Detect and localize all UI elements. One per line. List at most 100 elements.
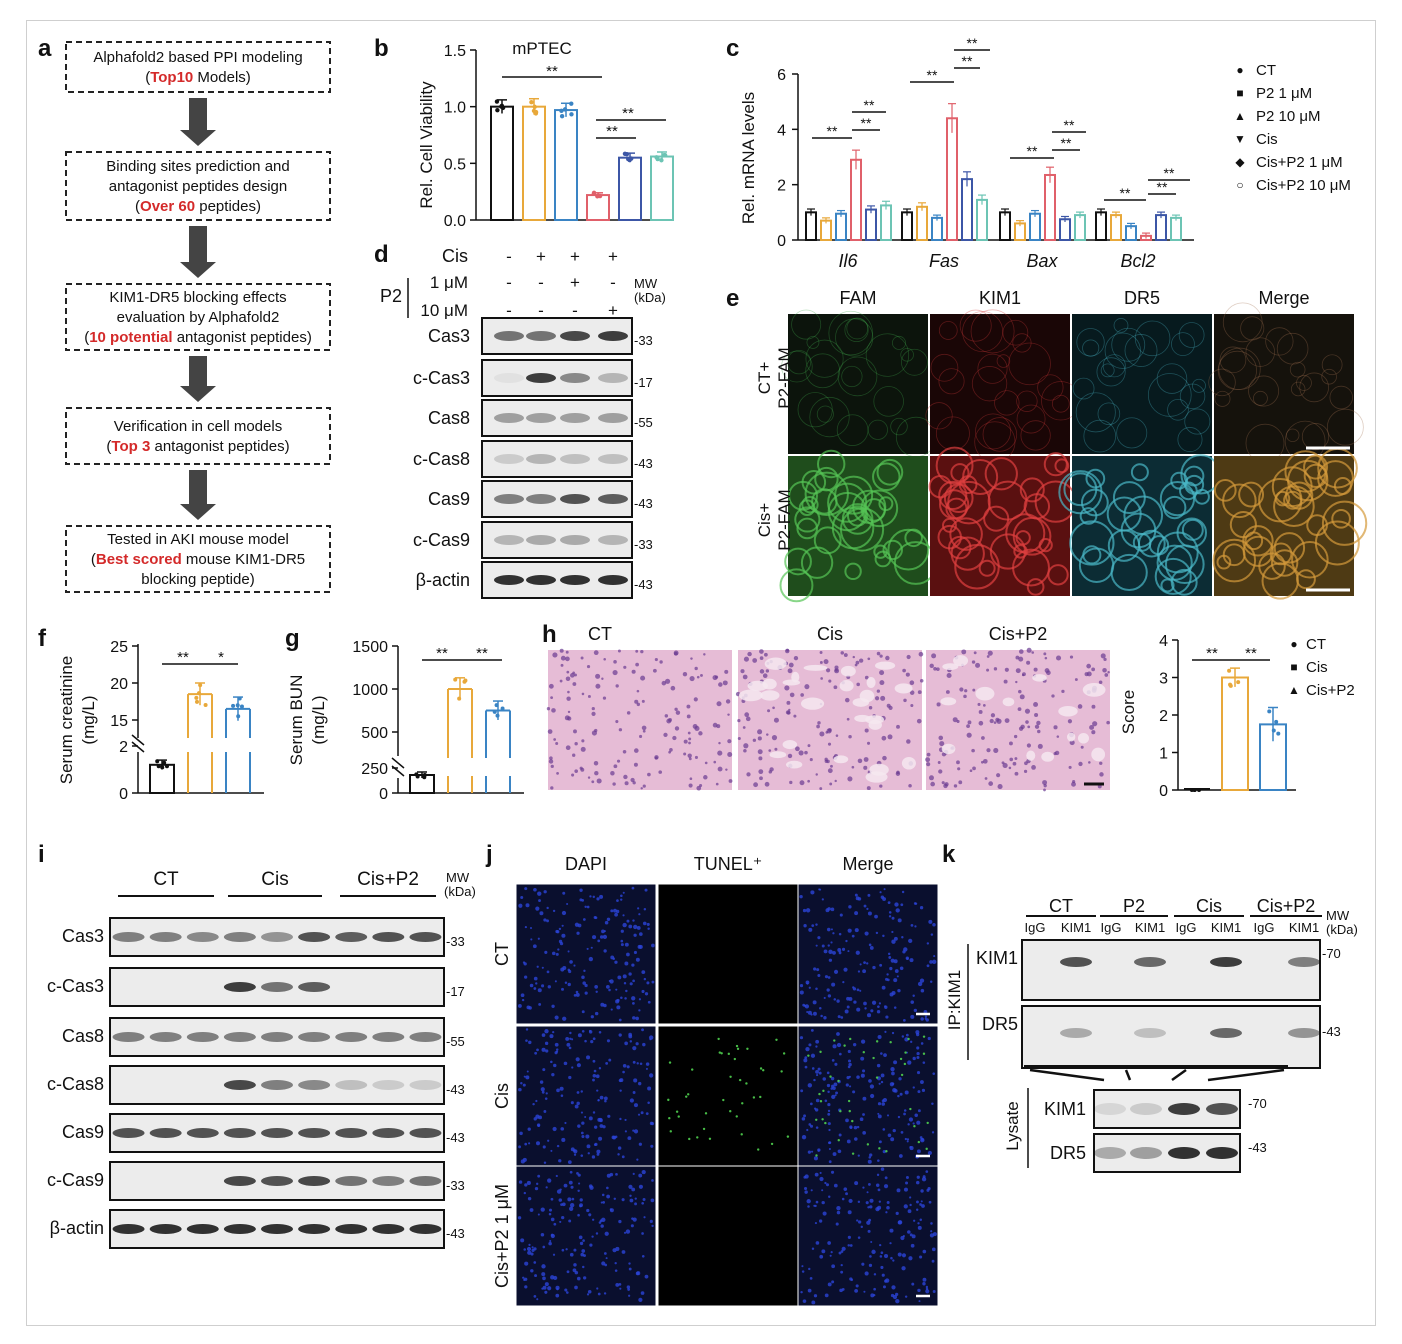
- cell-outline: [1176, 517, 1208, 548]
- nucleus: [612, 957, 616, 960]
- tubule-lumen: [1002, 697, 1015, 707]
- nucleus: [566, 1270, 570, 1274]
- nucleus: [930, 933, 934, 936]
- data-point: [415, 774, 420, 779]
- nucleus: [885, 655, 890, 661]
- cell-outline: [977, 353, 1008, 384]
- significance-label: **: [1027, 143, 1038, 159]
- nucleus: [737, 718, 741, 723]
- nucleus: [878, 1082, 881, 1085]
- nucleus: [523, 962, 527, 966]
- nucleus: [925, 1289, 930, 1294]
- cell-outline: [1100, 363, 1115, 378]
- nucleus: [901, 936, 904, 939]
- nucleus: [640, 1291, 645, 1295]
- cell-outline: [1291, 540, 1329, 579]
- nucleus: [651, 1224, 654, 1228]
- nucleus: [613, 908, 617, 913]
- nucleus: [522, 1276, 525, 1279]
- nucleus: [847, 1210, 852, 1215]
- nucleus: [546, 919, 549, 923]
- nucleus: [525, 1039, 528, 1042]
- nucleus: [565, 1036, 570, 1041]
- nucleus: [622, 974, 627, 979]
- nucleus: [629, 1198, 634, 1203]
- nucleus: [884, 1005, 888, 1009]
- nucleus: [594, 985, 598, 989]
- nucleus: [624, 961, 629, 966]
- tubule-lumen: [1026, 750, 1036, 761]
- nucleus: [609, 1208, 613, 1211]
- legend-label: Cis+P2 10 μM: [1256, 177, 1351, 194]
- nucleus: [654, 756, 658, 760]
- cell-outline: [1147, 373, 1192, 417]
- nucleus: [931, 959, 937, 965]
- p2-sign: +: [608, 301, 618, 320]
- nucleus: [758, 756, 763, 761]
- nucleus: [630, 777, 635, 783]
- cell-outline: [891, 335, 906, 350]
- nucleus: [862, 1096, 867, 1101]
- nucleus: [898, 1077, 902, 1081]
- cell-outline: [943, 483, 974, 513]
- nucleus: [857, 1154, 860, 1157]
- cell-outline: [959, 309, 992, 342]
- nucleus: [727, 713, 730, 716]
- nucleus: [555, 741, 559, 745]
- tunel-positive: [696, 1136, 699, 1139]
- tunel-positive: [691, 1068, 694, 1071]
- nucleus: [549, 756, 553, 760]
- nucleus: [889, 1228, 894, 1233]
- nucleus: [565, 745, 571, 751]
- nucleus: [517, 1004, 522, 1008]
- bar: [490, 105, 514, 221]
- blot-label: KIM1: [976, 948, 1018, 968]
- nucleus: [803, 924, 807, 928]
- nucleus: [592, 1078, 595, 1082]
- blot-band: [598, 535, 628, 545]
- nucleus: [812, 1011, 817, 1016]
- nucleus: [682, 671, 688, 677]
- nucleus: [981, 760, 984, 764]
- nucleus: [574, 742, 578, 746]
- cell-outline: [1043, 452, 1068, 477]
- significance-label: **: [1120, 185, 1131, 201]
- nucleus: [1089, 724, 1095, 730]
- nucleus: [644, 992, 649, 996]
- nucleus: [822, 1211, 827, 1216]
- y-tick-label: 0: [1159, 783, 1168, 800]
- cis-sign: +: [536, 247, 546, 266]
- blot-band: [1168, 1103, 1200, 1115]
- nucleus: [817, 1067, 821, 1071]
- blot-band: [298, 1032, 331, 1042]
- cell-outline: [1012, 333, 1032, 353]
- cell-outline: [1269, 542, 1293, 566]
- nucleus: [895, 908, 900, 913]
- nucleus: [620, 898, 623, 901]
- blot-band: [409, 1128, 442, 1138]
- nucleus: [674, 707, 678, 711]
- nucleus: [651, 1179, 654, 1182]
- nucleus: [628, 1267, 632, 1271]
- mw-marker: -17: [446, 984, 465, 999]
- tunel-positive: [889, 1041, 892, 1044]
- tubule-lumen: [859, 689, 875, 703]
- nucleus: [542, 1145, 546, 1149]
- tunel-positive: [688, 1137, 691, 1141]
- data-point: [1271, 728, 1276, 733]
- tunel-positive: [822, 1089, 825, 1093]
- tunel-positive: [770, 1142, 774, 1146]
- nucleus: [1034, 724, 1040, 729]
- nucleus: [893, 978, 898, 983]
- nucleus: [559, 1086, 564, 1091]
- nucleus: [909, 690, 915, 695]
- nucleus: [536, 1048, 539, 1052]
- nucleus: [843, 967, 848, 972]
- cell-outline: [1222, 302, 1263, 343]
- cell-outline: [1097, 402, 1121, 426]
- nucleus: [620, 929, 624, 933]
- tubule-lumen: [747, 680, 768, 692]
- nucleus: [545, 1092, 548, 1095]
- mw-marker: -43: [1322, 1024, 1341, 1039]
- nucleus: [830, 1251, 833, 1254]
